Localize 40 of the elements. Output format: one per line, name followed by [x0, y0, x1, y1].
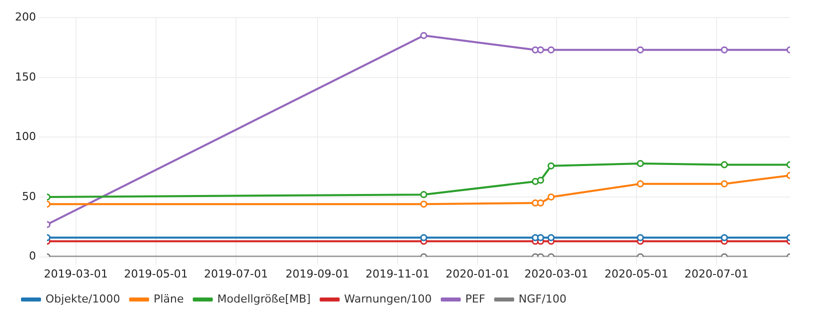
- x-tick-label: 2020-07-01: [684, 267, 748, 280]
- y-tick-label: 200: [14, 10, 36, 24]
- y-tick-label: 100: [14, 130, 36, 144]
- point: [548, 234, 555, 242]
- point: [420, 234, 428, 242]
- x-tick-label: 2019-09-01: [285, 267, 350, 280]
- point: [537, 176, 544, 184]
- point: [720, 161, 728, 168]
- point: [720, 46, 728, 54]
- point: [548, 46, 555, 54]
- point: [420, 32, 428, 40]
- legend-label: PEF: [465, 292, 486, 306]
- point: [636, 46, 644, 54]
- y-tick-label: 0: [28, 250, 36, 263]
- y-tick-label: 150: [14, 70, 36, 84]
- point: [548, 162, 555, 170]
- legend-label: NGF/100: [518, 292, 566, 306]
- legend-label: Warnungen/100: [344, 292, 432, 306]
- legend-label: Modellgröße[MB]: [217, 292, 311, 306]
- point: [548, 193, 555, 201]
- x-tick-label: 2020-05-01: [604, 267, 668, 280]
- point: [720, 180, 728, 188]
- x-tick-label: 2019-11-01: [366, 267, 430, 280]
- y-tick-label: 50: [22, 190, 36, 203]
- x-tick-label: 2019-03-01: [44, 267, 108, 280]
- point: [420, 200, 428, 208]
- x-tick-label: 2019-07-01: [204, 267, 268, 280]
- point: [636, 160, 644, 168]
- point: [636, 234, 644, 242]
- point: [720, 234, 728, 242]
- x-tick-label: 2019-05-01: [124, 267, 188, 280]
- point: [537, 199, 544, 207]
- point: [537, 46, 544, 54]
- legend-label: Objekte/1000: [46, 292, 120, 306]
- legend-label: Pläne: [154, 292, 184, 306]
- point: [420, 191, 428, 198]
- x-tick-label: 2020-03-01: [524, 267, 588, 280]
- x-tick-label: 2020-01-01: [446, 267, 510, 280]
- point: [537, 234, 544, 242]
- point: [636, 180, 644, 188]
